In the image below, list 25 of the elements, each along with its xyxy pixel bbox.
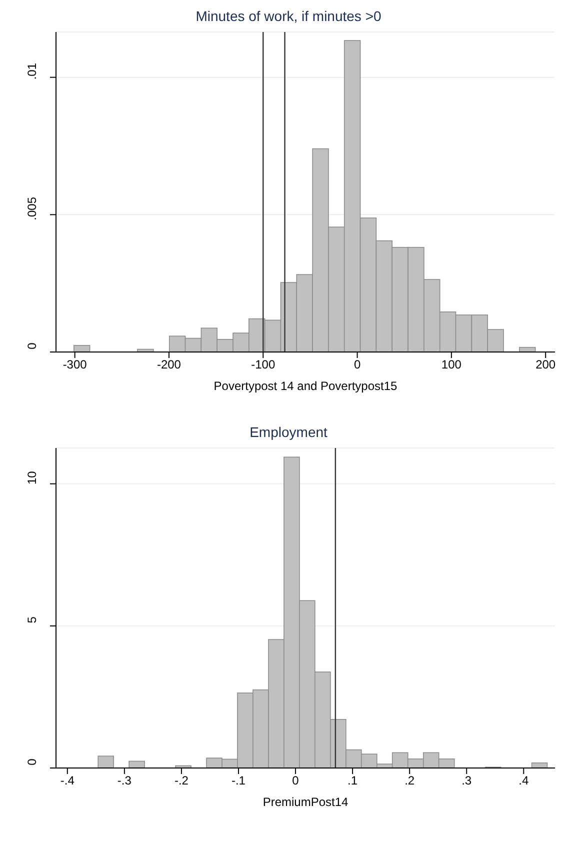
x-tick-label: 100 [441, 358, 462, 372]
x-tick-label: 0 [292, 774, 300, 788]
x-tick-label: 200 [536, 358, 556, 372]
x-tick-label: .2 [404, 774, 415, 788]
y-tick-label: 0 [25, 342, 39, 350]
x-tick-label: -300 [62, 358, 88, 372]
x-axis-title: Povertypost 14 and Povertypost15 [214, 379, 398, 393]
x-axis-title: PremiumPost14 [262, 795, 349, 809]
y-tick-label: .01 [25, 62, 39, 80]
y-tick-label: 5 [25, 616, 39, 624]
y-tick-label: 0 [25, 758, 39, 766]
x-tick-label: .3 [462, 774, 472, 788]
chart-title: Employment [248, 424, 328, 442]
chart-title: Minutes of work, if minutes >0 [194, 8, 382, 26]
x-tick-label: -100 [251, 358, 276, 372]
y-tick-label: .005 [25, 196, 39, 220]
x-tick-label: -.4 [60, 774, 75, 788]
x-tick-label: -.2 [174, 774, 189, 788]
y-tick-label: 10 [25, 470, 39, 484]
x-tick-label: 0 [354, 358, 361, 372]
x-tick-label: .4 [518, 774, 529, 788]
x-tick-label: -.1 [231, 774, 246, 788]
x-tick-label: .1 [348, 774, 358, 788]
x-tick-label: -.3 [117, 774, 132, 788]
x-tick-label: -200 [156, 358, 182, 372]
